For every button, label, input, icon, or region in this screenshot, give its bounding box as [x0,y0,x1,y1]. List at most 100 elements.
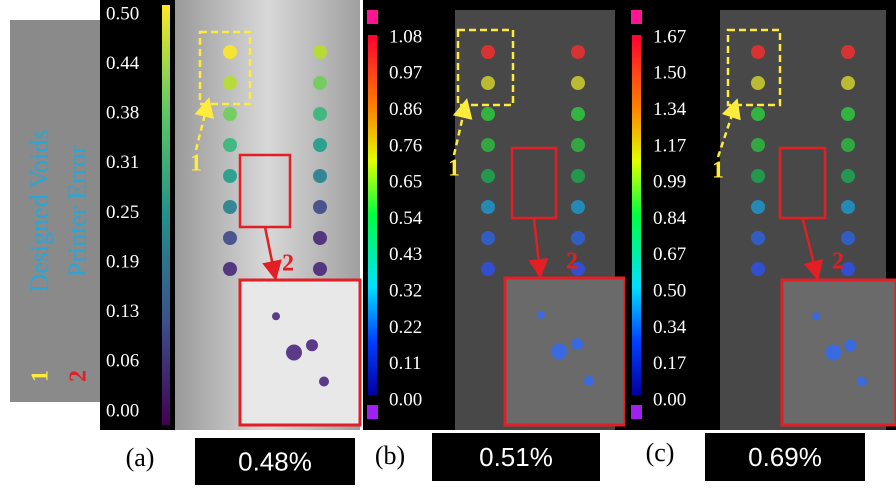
void [841,169,855,183]
void [751,138,765,152]
callout: 2 [282,251,294,277]
void [313,107,327,121]
colorbar-tick-label: 0.00 [389,389,422,410]
colorbar-tick-label: 0.38 [106,103,139,124]
legend-marker: 1 [28,370,54,382]
callout: 2 [566,249,578,275]
inset-void [537,311,545,319]
void [571,138,585,152]
void [481,45,495,59]
inset-void [857,377,867,387]
void [751,45,765,59]
void [841,76,855,90]
legend-label: Printer Error [63,145,92,277]
inset-void [272,312,280,320]
colorbar-tick-label: 0.43 [389,244,422,265]
void [841,138,855,152]
void [841,45,855,59]
panel-label: (a) [126,443,155,472]
colorbar-tick-label: 0.97 [389,63,422,84]
void [313,231,327,245]
void [571,200,585,214]
panel-label: (b) [375,441,405,470]
inset-void [286,345,302,361]
colorbar-cap [631,405,642,419]
colorbar-cap [367,10,378,24]
callout: 1 [190,151,202,177]
void [571,169,585,183]
percent-value: 0.51% [479,442,553,472]
void [313,262,327,276]
colorbar-tick-label: 0.00 [653,389,686,410]
colorbar-tick-label: 0.65 [389,172,422,193]
void [223,76,237,90]
void [223,262,237,276]
colorbar-tick-label: 0.99 [653,172,686,193]
void [751,200,765,214]
colorbar-tick-label: 1.17 [653,135,686,156]
void [313,45,327,59]
legend-marker: 2 [66,370,92,382]
colorbar-tick-label: 0.00 [106,400,139,421]
void [751,76,765,90]
inset-void [584,376,594,386]
void [481,107,495,121]
void [481,262,495,276]
inset-void [306,339,318,351]
colorbar-tick-label: 0.84 [653,208,687,229]
colorbar-tick-label: 0.13 [106,301,139,322]
colorbar-tick-label: 0.17 [653,353,686,374]
colorbar-tick-label: 0.06 [106,351,139,372]
void [841,200,855,214]
figure: Designed Voids Printer Error 1 2 0.50 0.4… [0,0,896,489]
colorbar-tick-label: 0.22 [389,317,422,338]
void [571,76,585,90]
panel-label: (c) [646,438,675,467]
colorbar-tick-label: 1.34 [653,99,687,120]
inset-void [551,344,567,360]
legend-label: Designed Voids [25,130,54,293]
void [751,231,765,245]
colorbar-tick-label: 0.19 [106,251,139,272]
inset-void [844,339,856,351]
percent-value: 0.48% [238,446,312,476]
void [571,45,585,59]
colorbar-tick-label: 0.32 [389,280,422,301]
inset-void [825,345,841,361]
colorbar-tick-label: 0.31 [106,152,139,173]
colorbar-tick-label: 0.25 [106,202,139,223]
void [751,169,765,183]
inset-void [319,377,329,387]
colorbar-tick-label: 1.67 [653,26,686,47]
void [223,169,237,183]
void [223,45,237,59]
colorbar [162,5,170,425]
callout: 1 [712,158,724,184]
void [313,200,327,214]
callout: 2 [832,249,844,275]
colorbar-tick-label: 0.50 [653,280,686,301]
void [481,138,495,152]
colorbar-tick-label: 0.76 [389,135,422,156]
void [571,107,585,121]
inset-void [812,312,820,320]
void [223,200,237,214]
void [571,231,585,245]
colorbar-tick-label: 0.86 [389,99,422,120]
inset-void [571,338,583,350]
colorbar-tick-label: 0.34 [653,317,687,338]
void [481,76,495,90]
void [223,138,237,152]
colorbar-tick-label: 0.54 [389,208,423,229]
void [481,231,495,245]
void [481,169,495,183]
colorbar-tick-label: 1.08 [389,26,422,47]
colorbar-cap [367,405,378,419]
void [313,169,327,183]
void [841,107,855,121]
void [313,76,327,90]
colorbar-tick-label: 0.67 [653,244,686,265]
void [841,231,855,245]
colorbar-cap [631,10,642,24]
colorbar-tick-label: 0.44 [106,53,140,74]
